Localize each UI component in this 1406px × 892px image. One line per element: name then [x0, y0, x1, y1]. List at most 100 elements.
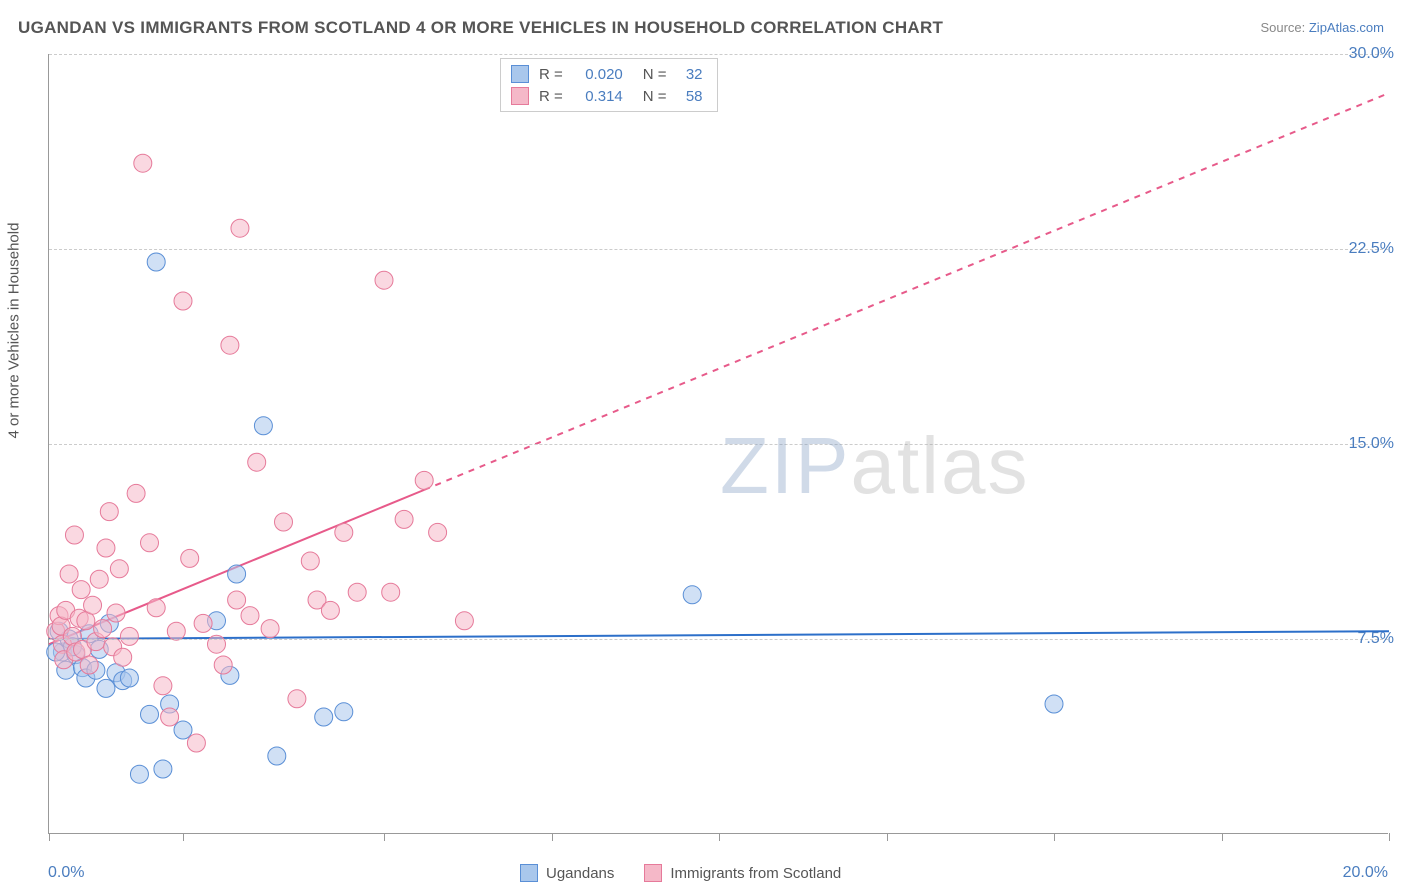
data-point — [261, 620, 279, 638]
data-point — [97, 539, 115, 557]
xtick-label-max: 20.0% — [1343, 864, 1388, 882]
data-point — [161, 708, 179, 726]
data-point — [100, 503, 118, 521]
data-point — [130, 765, 148, 783]
data-point — [208, 635, 226, 653]
data-point — [268, 747, 286, 765]
y-axis-label: 4 or more Vehicles in Household — [6, 223, 23, 439]
data-point — [348, 583, 366, 601]
r-label: R = — [539, 66, 563, 83]
n-value-ugandans: 32 — [677, 66, 703, 83]
gridline — [49, 444, 1388, 445]
data-point — [94, 620, 112, 638]
data-point — [147, 253, 165, 271]
stats-legend: R = 0.020 N = 32 R = 0.314 N = 58 — [500, 58, 718, 112]
data-point — [174, 721, 192, 739]
xtick — [887, 833, 888, 841]
legend-swatch-scotland — [644, 864, 662, 882]
r-label: R = — [539, 88, 563, 105]
xtick — [49, 833, 50, 841]
data-point — [335, 703, 353, 721]
xtick — [1389, 833, 1390, 841]
data-point — [214, 656, 232, 674]
data-point — [228, 591, 246, 609]
data-point — [107, 604, 125, 622]
n-label: N = — [643, 66, 667, 83]
source-label: Source: — [1260, 20, 1308, 35]
data-point — [228, 565, 246, 583]
ytick-label: 22.5% — [1349, 240, 1394, 258]
data-point — [120, 669, 138, 687]
data-point — [84, 596, 102, 614]
data-point — [187, 734, 205, 752]
r-value-ugandans: 0.020 — [573, 66, 623, 83]
xtick — [384, 833, 385, 841]
legend-label-ugandans: Ugandans — [546, 865, 614, 882]
data-point — [65, 526, 83, 544]
source-attribution: Source: ZipAtlas.com — [1260, 20, 1384, 35]
data-point — [194, 614, 212, 632]
data-point — [275, 513, 293, 531]
data-point — [80, 656, 98, 674]
data-point — [141, 705, 159, 723]
data-point — [241, 607, 259, 625]
data-point — [321, 601, 339, 619]
data-point — [683, 586, 701, 604]
data-point — [254, 417, 272, 435]
data-point — [167, 622, 185, 640]
r-value-scotland: 0.314 — [573, 88, 623, 105]
plot-area — [48, 54, 1388, 834]
data-point — [375, 271, 393, 289]
legend-item-scotland: Immigrants from Scotland — [644, 864, 841, 882]
chart-title: UGANDAN VS IMMIGRANTS FROM SCOTLAND 4 OR… — [18, 18, 943, 38]
stats-row-ugandans: R = 0.020 N = 32 — [511, 63, 703, 85]
data-point — [415, 471, 433, 489]
swatch-ugandans — [511, 65, 529, 83]
legend-label-scotland: Immigrants from Scotland — [670, 865, 841, 882]
data-point — [248, 453, 266, 471]
data-point — [315, 708, 333, 726]
data-point — [181, 549, 199, 567]
trend-line — [49, 631, 1389, 639]
data-point — [429, 523, 447, 541]
data-point — [110, 560, 128, 578]
source-link[interactable]: ZipAtlas.com — [1309, 20, 1384, 35]
xtick — [1054, 833, 1055, 841]
data-point — [395, 510, 413, 528]
xtick — [719, 833, 720, 841]
data-point — [174, 292, 192, 310]
data-point — [154, 677, 172, 695]
data-point — [382, 583, 400, 601]
data-point — [147, 599, 165, 617]
data-point — [114, 648, 132, 666]
swatch-scotland — [511, 87, 529, 105]
xtick — [552, 833, 553, 841]
n-label: N = — [643, 88, 667, 105]
data-point — [455, 612, 473, 630]
gridline — [49, 249, 1388, 250]
data-point — [231, 219, 249, 237]
data-point — [221, 336, 239, 354]
stats-row-scotland: R = 0.314 N = 58 — [511, 85, 703, 107]
xtick — [183, 833, 184, 841]
legend-item-ugandans: Ugandans — [520, 864, 614, 882]
data-point — [97, 679, 115, 697]
xtick-label-min: 0.0% — [48, 864, 84, 882]
trend-line-dashed — [424, 93, 1389, 490]
series-legend: Ugandans Immigrants from Scotland — [520, 864, 841, 882]
n-value-scotland: 58 — [677, 88, 703, 105]
data-point — [120, 627, 138, 645]
data-point — [154, 760, 172, 778]
gridline — [49, 639, 1388, 640]
xtick — [1222, 833, 1223, 841]
data-point — [335, 523, 353, 541]
data-point — [288, 690, 306, 708]
ytick-label: 15.0% — [1349, 435, 1394, 453]
ytick-label: 7.5% — [1358, 630, 1394, 648]
data-point — [134, 154, 152, 172]
ytick-label: 30.0% — [1349, 45, 1394, 63]
gridline — [49, 54, 1388, 55]
data-point — [60, 565, 78, 583]
data-point — [72, 581, 90, 599]
data-point — [127, 484, 145, 502]
